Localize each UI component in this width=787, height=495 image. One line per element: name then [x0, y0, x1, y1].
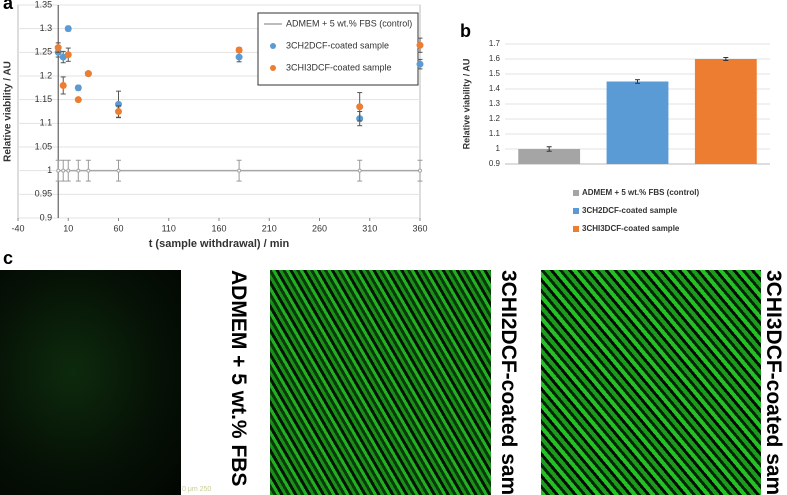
data-point [64, 25, 72, 33]
y-tick-label: 1.3 [40, 23, 53, 33]
y-tick-label: 1.05 [35, 141, 53, 151]
x-axis-title: t (sample withdrawal) / min [149, 238, 290, 250]
micrograph [270, 270, 491, 495]
legend-marker [573, 226, 579, 232]
data-point [64, 51, 72, 59]
data-point [74, 84, 82, 92]
y-tick-label: 0.9 [489, 159, 501, 168]
y-tick-label: 1.15 [35, 94, 53, 104]
data-point [235, 53, 243, 61]
panel-label: b [460, 21, 471, 41]
data-point [61, 168, 66, 173]
image-caption: 3CHI3DCF-coated sample [762, 270, 785, 495]
y-tick-label: 1.3 [489, 99, 501, 108]
data-point [416, 60, 424, 68]
y-tick-label: 1.1 [489, 129, 501, 138]
y-tick-label: 1.6 [489, 54, 501, 63]
data-point [416, 41, 424, 49]
x-tick-label: 210 [262, 223, 277, 233]
legend-marker [270, 65, 276, 71]
legend-box [257, 12, 419, 86]
data-point [56, 168, 61, 173]
y-tick-label: 1.7 [489, 39, 501, 48]
x-tick-label: 110 [162, 223, 176, 233]
data-point [356, 103, 364, 111]
micrograph [0, 270, 181, 495]
image-caption: ADMEM + 5 wt.% FBS [227, 270, 250, 487]
y-tick-label: 0.9 [40, 212, 53, 222]
legend-label: 3CHI3DCF-coated sample [582, 224, 680, 233]
x-tick-label: 310 [362, 223, 377, 233]
data-point [86, 168, 91, 173]
y-axis-title: Relative viability / AU [3, 61, 14, 162]
y-tick-label: 1.5 [489, 69, 501, 78]
legend-marker [270, 43, 276, 49]
data-point [115, 108, 122, 115]
legend-label: 3CH2DCF-coated sample [582, 206, 678, 215]
y-tick-label: 1 [47, 165, 52, 175]
x-tick-label: 160 [211, 223, 226, 233]
data-point [59, 81, 67, 89]
data-point [76, 168, 81, 173]
y-tick-label: 1 [496, 144, 501, 153]
y-tick-label: 1.2 [489, 114, 501, 123]
legend-label: ADMEM + 5 wt.% FBS (control) [582, 188, 699, 197]
data-point [357, 168, 362, 173]
charts: 0.9 0.95 1 1.05 1.1 1.15 1.2 1.25 1.3 1.35 -40 10 60… [3, 0, 770, 250]
data-point [54, 44, 62, 52]
data-point [66, 168, 71, 173]
y-tick-label: 1.35 [35, 0, 53, 9]
bar [694, 59, 757, 164]
y-tick-label: 1.1 [40, 118, 53, 128]
data-point [235, 46, 243, 54]
panel-label: c [3, 248, 14, 268]
legend-label: 3CH2DCF-coated sample [286, 40, 389, 50]
data-point [74, 96, 82, 104]
y-tick-label: 0.95 [35, 189, 53, 199]
x-tick-label: 10 [63, 223, 73, 233]
y-tick-label: 1.25 [35, 47, 53, 57]
bar [606, 81, 669, 164]
x-tick-label: -40 [11, 223, 24, 233]
y-tick-label: 1.2 [40, 70, 53, 80]
image-caption: 3CHI2DCF-coated sample [497, 270, 520, 495]
y-axis-title: Relative viability / AU [461, 59, 471, 150]
x-tick-label: 260 [312, 223, 327, 233]
data-point [237, 168, 242, 173]
micrograph [541, 270, 761, 495]
legend-label: 3CHI3DCF-coated sample [286, 62, 392, 72]
data-point [418, 168, 422, 173]
data-point [116, 168, 121, 173]
legend-marker [573, 190, 579, 196]
x-tick-label: 60 [113, 223, 123, 233]
x-tick-label: 360 [412, 223, 427, 233]
data-point [84, 70, 92, 78]
legend-marker [573, 208, 579, 214]
bar [518, 149, 581, 164]
y-tick-label: 1.4 [489, 84, 501, 93]
legend-label: ADMEM + 5 wt.% FBS (control) [286, 18, 412, 28]
scale-bar: 0 μm 250 [182, 486, 212, 493]
panel-label: a [3, 0, 14, 13]
